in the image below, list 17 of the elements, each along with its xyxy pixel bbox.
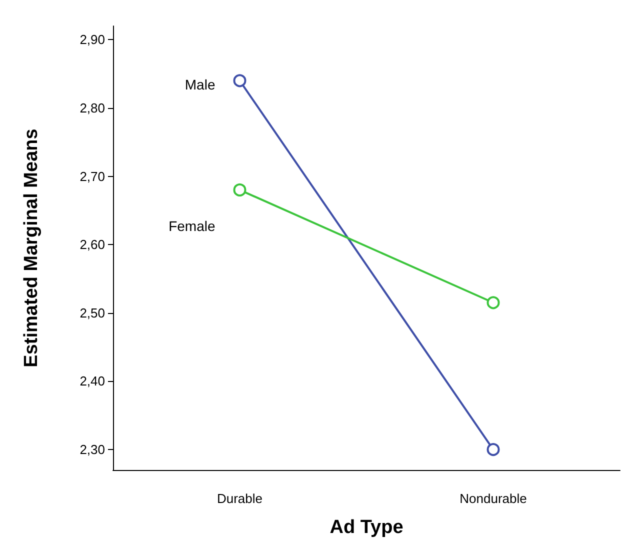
y-axis-title: Estimated Marginal Means bbox=[21, 128, 42, 368]
point bbox=[233, 74, 246, 88]
point bbox=[233, 183, 246, 196]
y-tick-label: 2,60 bbox=[80, 237, 105, 252]
point bbox=[486, 296, 500, 310]
y-tick-label: 2,30 bbox=[80, 442, 105, 458]
x-tick-label: Durable bbox=[216, 491, 263, 506]
point bbox=[486, 443, 500, 456]
text: Female bbox=[168, 218, 216, 234]
series-label: Male bbox=[184, 76, 216, 93]
x-tick-label: Nondurable bbox=[460, 491, 527, 506]
x-axis-title: Ad Type bbox=[330, 517, 404, 538]
y-tick-label: 2,50 bbox=[80, 305, 105, 320]
y-tick-label: 2,70 bbox=[80, 168, 105, 184]
y-tick-label: 2,40 bbox=[80, 374, 105, 389]
y-tick-label: 2,80 bbox=[80, 100, 105, 116]
y-tick-label: 2,90 bbox=[80, 32, 105, 48]
